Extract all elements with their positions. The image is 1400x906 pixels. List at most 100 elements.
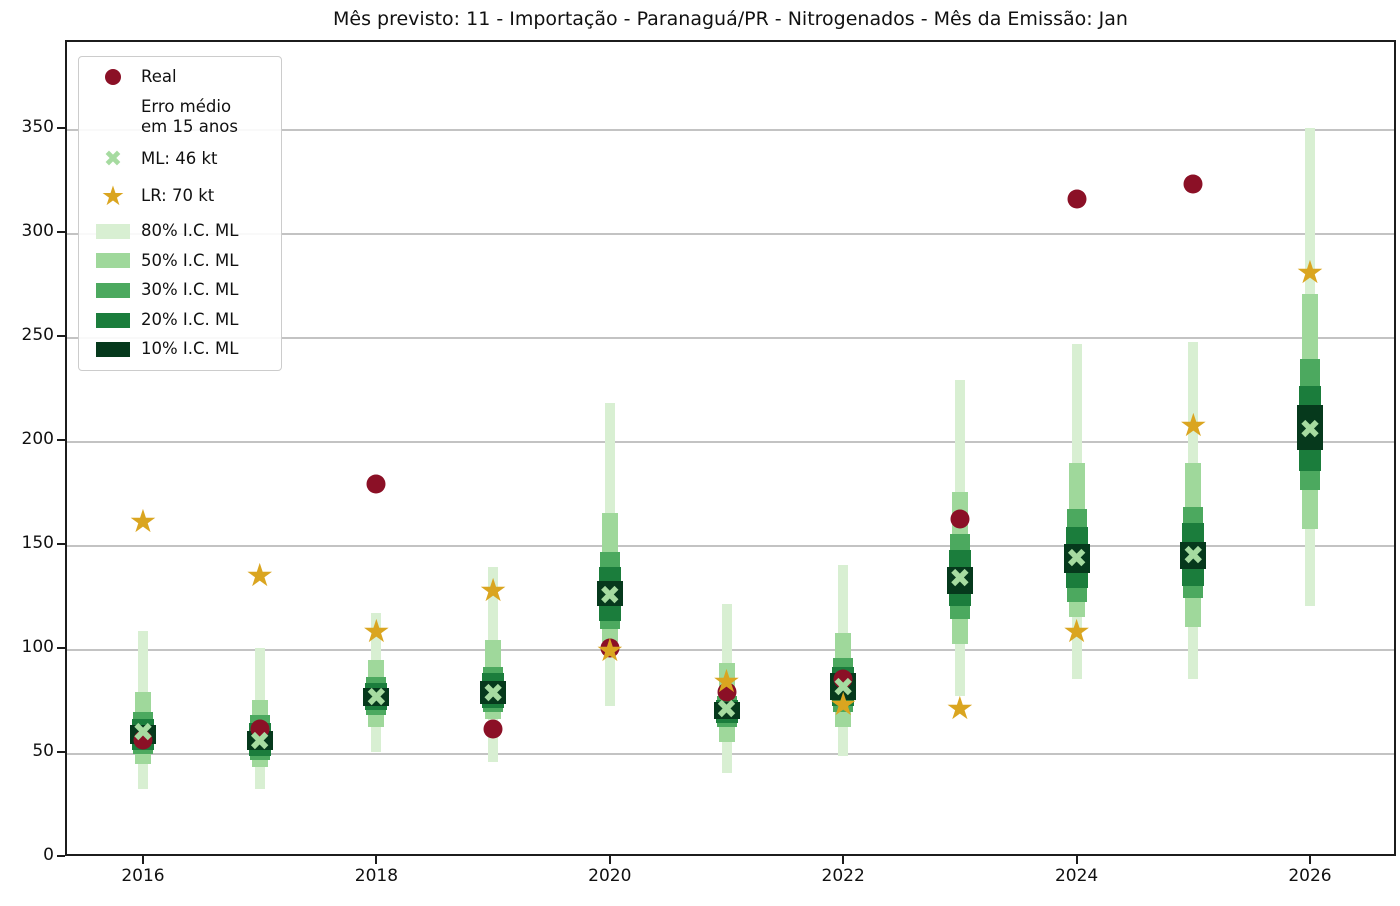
- ci10-bar: [363, 687, 390, 707]
- real-dot-marker: [717, 682, 736, 702]
- legend-item-label: ML: 46 kt: [141, 149, 218, 170]
- y-tick-label: 0: [43, 845, 54, 865]
- y-tick-mark: [57, 855, 65, 857]
- chart-title: Mês previsto: 11 - Importação - Paranagu…: [333, 8, 1128, 30]
- y-tick-mark: [57, 439, 65, 441]
- legend-item: 80% I.C. ML: [85, 221, 273, 242]
- legend-marker-cell: ✖: [85, 147, 141, 172]
- ci-legend-patch-icon: [96, 312, 130, 328]
- ci10-bar: [713, 702, 740, 719]
- legend-item-label: Erro médio em 15 anos: [141, 97, 238, 138]
- x-tick-label: 2026: [1288, 866, 1332, 886]
- legend-label-line: Erro médio: [141, 96, 232, 116]
- ml-x-marker: ✖: [365, 682, 388, 713]
- x-tick-mark: [842, 856, 845, 864]
- x-tick-label: 2020: [588, 866, 632, 886]
- y-tick-label: 150: [21, 533, 54, 553]
- y-tick-label: 100: [21, 637, 54, 657]
- ml-legend-x-icon: ✖: [103, 146, 123, 172]
- plot-area: ✖ ★ ✖ ★ ✖ ★ ✖ ★ ✖ ★ ✖ ★ ✖ ★ ✖ ★ ✖ ★ ✖ ★ ✖ ★: [65, 40, 1396, 856]
- ml-x-marker: ✖: [598, 581, 621, 611]
- legend-item-label: Real: [141, 67, 177, 88]
- legend-marker-cell: [85, 223, 141, 239]
- real-dot-marker: [1067, 189, 1087, 209]
- legend-item: ✖ ML: 46 kt: [85, 147, 273, 172]
- lr-star-marker: ★: [1062, 612, 1091, 651]
- ml-x-marker: ✖: [1299, 414, 1321, 445]
- ml-x-marker: ✖: [1182, 541, 1205, 572]
- ml-x-marker: ✖: [832, 672, 855, 703]
- lr-star-marker: ★: [128, 502, 158, 541]
- lr-star-marker: ★: [828, 685, 858, 724]
- legend-marker-cell: [85, 342, 141, 358]
- legend-label-line: 80% I.C. ML: [141, 220, 239, 240]
- lr-star-marker: ★: [595, 631, 625, 670]
- lr-star-marker: ★: [478, 570, 508, 609]
- x-tick-mark: [1075, 856, 1078, 864]
- ci-legend-patch-icon: [96, 223, 130, 239]
- real-dot-marker: [833, 669, 853, 689]
- real-dot-marker: [1183, 174, 1203, 194]
- y-tick-label: 50: [32, 741, 54, 761]
- legend-label-line: Real: [141, 67, 177, 86]
- x-tick-label: 2022: [821, 866, 865, 886]
- gridline-y-300: [67, 233, 1394, 235]
- x-tick-mark: [142, 856, 144, 864]
- real-dot-marker: [950, 509, 970, 529]
- gridline-y-200: [67, 441, 1394, 443]
- gridline-y-350: [67, 129, 1394, 131]
- ml-x-marker: ✖: [132, 718, 154, 749]
- y-tick-label: 350: [21, 117, 54, 137]
- ci10-bar: [1180, 541, 1207, 569]
- lr-star-marker: ★: [245, 556, 275, 595]
- legend-item: Real: [85, 67, 273, 88]
- ci-legend-patch-icon: [96, 342, 130, 358]
- ci10-bar: [1297, 404, 1323, 451]
- ml-x-marker: ✖: [948, 564, 971, 595]
- x-tick-label: 2018: [354, 866, 399, 886]
- y-tick-label: 200: [21, 429, 54, 449]
- legend-item-label: 50% I.C. ML: [141, 251, 238, 272]
- legend-label-line: 50% I.C. ML: [141, 250, 239, 270]
- y-tick-label: 250: [21, 325, 54, 345]
- legend-item-label: 30% I.C. ML: [141, 280, 238, 301]
- real-legend-dot-icon: [105, 69, 121, 86]
- ci10-bar: [1063, 544, 1090, 574]
- legend-marker-cell: [85, 282, 141, 298]
- y-tick-mark: [57, 647, 65, 649]
- y-tick-mark: [57, 231, 65, 233]
- lr-star-marker: ★: [362, 612, 391, 651]
- real-dot-marker: [250, 719, 270, 739]
- lr-star-marker: ★: [945, 689, 975, 728]
- legend-item-label: 10% I.C. ML: [141, 339, 238, 360]
- legend-label-line: em 15 anos: [141, 117, 238, 137]
- real-dot-marker: [483, 719, 503, 739]
- legend-marker-cell: [85, 253, 141, 269]
- lr-legend-star-icon: ★: [100, 180, 126, 212]
- legend-item-label: 20% I.C. ML: [141, 310, 238, 331]
- legend-label-line: ML: 46 kt: [141, 149, 218, 169]
- legend-item: 10% I.C. ML: [85, 339, 273, 360]
- legend-item: 50% I.C. ML: [85, 251, 273, 272]
- y-tick-mark: [57, 751, 65, 753]
- x-tick-mark: [1309, 856, 1311, 864]
- legend-label-line: 10% I.C. ML: [141, 339, 239, 359]
- ci10-bar: [480, 681, 507, 705]
- legend-label-line: 30% I.C. ML: [141, 280, 239, 300]
- x-tick-label: 2024: [1054, 866, 1099, 886]
- y-tick-mark: [57, 335, 65, 337]
- real-dot-marker: [600, 638, 620, 658]
- ml-x-marker: ✖: [482, 678, 504, 709]
- ci10-bar: [946, 566, 973, 594]
- legend-label-line: LR: 70 kt: [141, 186, 215, 206]
- ml-x-marker: ✖: [1065, 543, 1088, 574]
- legend-item-label: 80% I.C. ML: [141, 221, 238, 242]
- ci-legend-patch-icon: [96, 282, 130, 298]
- legend-item: 20% I.C. ML: [85, 310, 273, 331]
- legend-marker-cell: ★: [85, 181, 141, 212]
- y-tick-label: 300: [21, 221, 54, 241]
- gridline-y-250: [67, 337, 1394, 339]
- real-dot-marker: [133, 730, 153, 750]
- legend-marker-cell: [85, 69, 141, 86]
